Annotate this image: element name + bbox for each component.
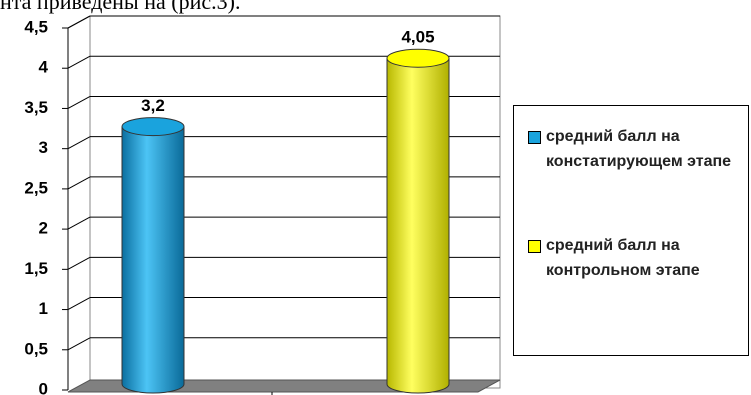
y-tick-label: 1,5 bbox=[24, 259, 48, 278]
y-tick-label: 2,5 bbox=[24, 178, 48, 197]
legend: средний балл на констатирующем этапе сред… bbox=[513, 105, 749, 356]
grid-line bbox=[67, 297, 91, 310]
legend-swatch bbox=[528, 240, 541, 253]
legend-entry: средний балл на контрольном этапе bbox=[528, 233, 736, 283]
data-label: 4,05 bbox=[401, 28, 434, 47]
y-tick-label: 4,5 bbox=[24, 17, 48, 36]
y-tick-label: 3 bbox=[39, 138, 48, 157]
legend-entry: средний балл на констатирующем этапе bbox=[528, 124, 736, 174]
bar bbox=[387, 58, 449, 384]
bar bbox=[122, 126, 184, 385]
grid-line bbox=[67, 55, 91, 69]
legend-label: средний балл на контрольном этапе bbox=[546, 237, 700, 279]
data-label: 3,2 bbox=[141, 96, 165, 115]
y-tick-label: 2 bbox=[39, 219, 48, 238]
y-tick-label: 0 bbox=[39, 379, 48, 395]
legend-swatch bbox=[528, 131, 541, 144]
grid-line bbox=[67, 256, 91, 270]
bar-top bbox=[121, 117, 185, 137]
y-tick-label: 3,5 bbox=[24, 98, 48, 117]
grid-line bbox=[67, 15, 91, 29]
grid-line bbox=[67, 176, 91, 190]
grid-line bbox=[67, 136, 91, 150]
bar-top bbox=[386, 48, 450, 68]
grid-line bbox=[67, 96, 91, 109]
legend-label: средний балл на констатирующем этапе bbox=[546, 128, 732, 170]
y-tick-label: 4 bbox=[39, 58, 49, 77]
caption: нта приведены на (рис.3). bbox=[0, 0, 240, 14]
y-tick-label: 0,5 bbox=[24, 339, 48, 358]
grid-line bbox=[67, 216, 91, 230]
y-tick-label: 1 bbox=[39, 299, 48, 318]
grid-line bbox=[67, 337, 91, 351]
